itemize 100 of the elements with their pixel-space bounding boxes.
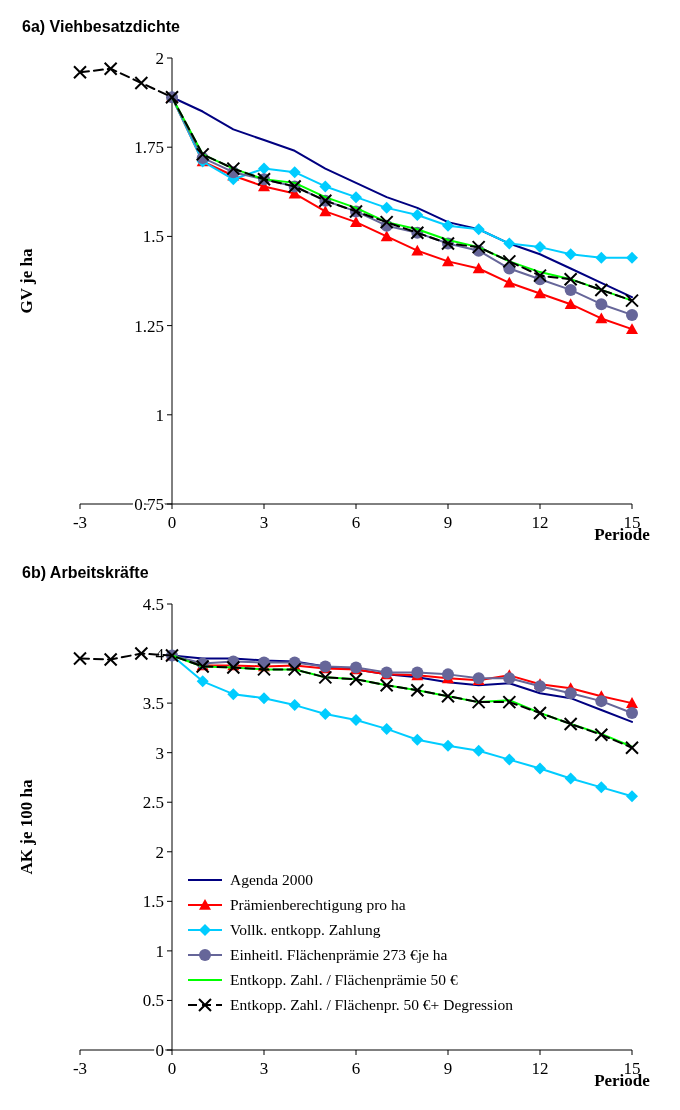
point xyxy=(564,283,577,296)
point xyxy=(626,697,638,708)
y-tick-label: 2.5 xyxy=(142,793,164,813)
x-tick-label: 0 xyxy=(167,1059,177,1078)
x-tick-label: 6 xyxy=(351,1059,361,1078)
point xyxy=(288,699,301,712)
point xyxy=(350,216,362,227)
point xyxy=(564,298,577,309)
point xyxy=(134,75,149,90)
x-tick-label: -3 xyxy=(72,513,88,532)
y-tick-label: 3.5 xyxy=(142,694,164,714)
point xyxy=(534,762,546,775)
y-tick-label: 1.5 xyxy=(142,892,164,912)
point xyxy=(472,262,485,274)
point xyxy=(350,191,362,204)
point xyxy=(442,668,454,681)
point xyxy=(471,240,486,255)
x-tick-label: 12 xyxy=(531,1059,549,1078)
point xyxy=(196,675,209,688)
x-tick-label: 6 xyxy=(351,513,361,532)
point xyxy=(626,707,638,720)
point xyxy=(411,208,424,221)
point xyxy=(625,293,639,308)
point xyxy=(319,180,332,193)
point xyxy=(379,215,394,230)
point xyxy=(195,147,210,162)
x-tick-label: 9 xyxy=(443,513,453,532)
point xyxy=(563,272,578,287)
point xyxy=(379,678,394,693)
point xyxy=(533,706,547,721)
chart-title: 6b) Arbeitskräfte xyxy=(22,564,149,581)
y-tick-label: 4.5 xyxy=(142,595,164,614)
point xyxy=(503,672,516,685)
point xyxy=(626,790,638,803)
point xyxy=(319,205,332,217)
chart-title: 6a) Viehbesatzdichte xyxy=(22,18,181,35)
point xyxy=(257,662,271,677)
point xyxy=(258,162,270,175)
point xyxy=(442,255,454,267)
point xyxy=(595,312,608,324)
point xyxy=(502,254,517,269)
point xyxy=(227,688,240,701)
point xyxy=(442,739,454,752)
point xyxy=(288,166,301,179)
legend-label: Einheitl. Flächenprämie 273 €je ha xyxy=(230,946,448,963)
point xyxy=(564,687,577,700)
point xyxy=(595,695,608,708)
point xyxy=(564,248,577,261)
y-tick-label: 0.75 xyxy=(134,495,164,514)
x-tick-label: -3 xyxy=(72,1059,88,1078)
y-tick-label: 1 xyxy=(155,405,164,425)
point xyxy=(534,241,546,254)
y-tick-label: 3 xyxy=(155,743,164,763)
point xyxy=(503,753,516,766)
point xyxy=(442,219,454,232)
point xyxy=(411,244,424,256)
point xyxy=(626,323,638,334)
point xyxy=(410,683,425,698)
y-tick-label: 1.25 xyxy=(134,316,164,336)
point xyxy=(258,692,270,705)
y-tick-label: 4 xyxy=(155,644,165,664)
point xyxy=(73,65,87,80)
x-tick-label: 12 xyxy=(531,513,549,532)
point xyxy=(349,672,363,687)
y-tick-label: 1.5 xyxy=(142,227,164,247)
x-tick-label: 9 xyxy=(443,1059,453,1078)
y-axis-title: GV je ha xyxy=(17,248,36,314)
point xyxy=(564,772,577,785)
point xyxy=(441,689,455,704)
point xyxy=(533,268,547,283)
x-tick-label: 0 xyxy=(167,513,177,532)
point xyxy=(595,298,608,311)
point xyxy=(594,282,609,297)
point xyxy=(534,287,546,299)
point xyxy=(318,670,333,685)
point xyxy=(626,251,638,264)
point xyxy=(563,716,578,731)
y-tick-label: 0 xyxy=(155,1041,164,1060)
point xyxy=(380,201,393,214)
y-axis-title: AK je 100 ha xyxy=(17,779,36,875)
y-tick-label: 1.75 xyxy=(134,138,164,158)
point xyxy=(625,740,639,755)
point xyxy=(503,237,516,250)
point xyxy=(502,695,517,710)
y-tick-label: 2 xyxy=(155,842,164,862)
x-tick-label: 3 xyxy=(259,1059,269,1078)
point xyxy=(287,662,302,677)
point xyxy=(226,660,241,675)
y-tick-label: 2 xyxy=(155,49,164,68)
point xyxy=(626,308,638,321)
legend-label: Prämienberechtigung pro ha xyxy=(230,896,406,913)
point xyxy=(594,727,609,742)
point xyxy=(103,652,118,667)
point xyxy=(595,251,608,264)
point xyxy=(411,733,424,746)
point xyxy=(472,744,485,757)
legend-label: Entkopp. Zahl. / Flächenprämie 50 € xyxy=(230,971,458,988)
point xyxy=(134,646,149,661)
legend-label: Vollk. entkopp. Zahlung xyxy=(230,921,381,938)
point xyxy=(73,651,87,666)
